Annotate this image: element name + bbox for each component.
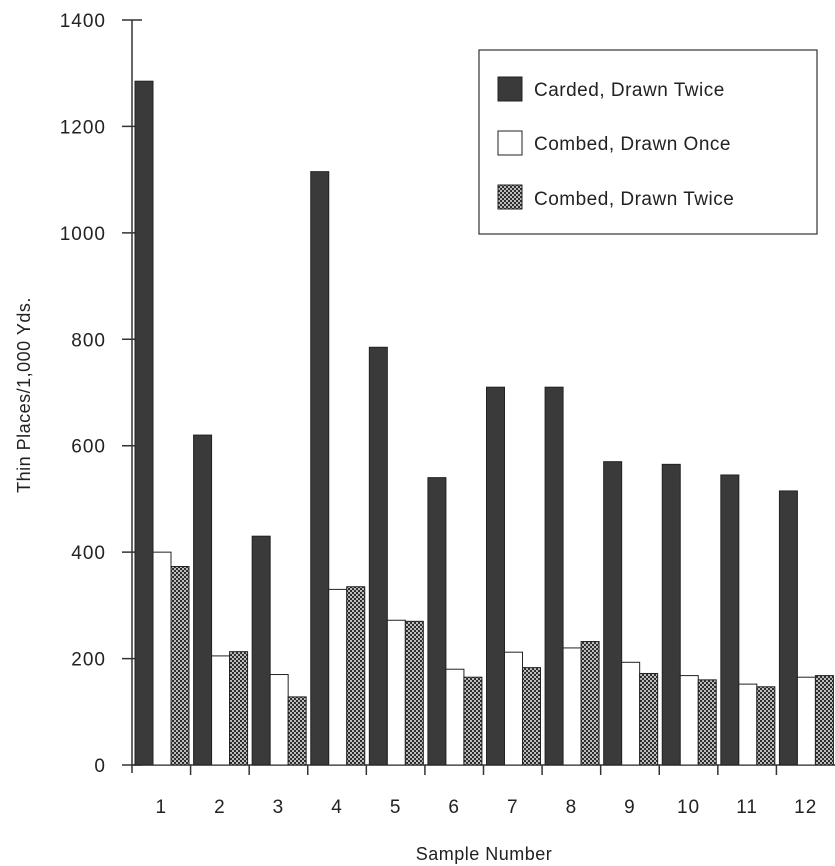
y-tick-label: 1200 (60, 117, 106, 138)
bar-combed-drawn-once-sample-4 (328, 588, 348, 766)
bar-carded-drawn-twice-sample-6 (427, 477, 447, 766)
y-tick-label: 800 (71, 330, 106, 351)
legend-swatch-combed-drawn-once (497, 130, 523, 156)
x-tick-label: 10 (677, 797, 700, 818)
x-tick-label: 9 (624, 797, 636, 818)
legend: Carded, Drawn Twice Combed, Drawn Once C… (478, 49, 818, 235)
y-axis: 0 200 400 600 800 1000 1200 1400 (60, 11, 142, 777)
bar-combed-drawn-twice-sample-10 (697, 679, 717, 766)
legend-swatch-carded-drawn-twice (497, 76, 523, 102)
y-tick-label: 1400 (60, 11, 106, 32)
bar-combed-drawn-once-sample-11 (738, 683, 758, 766)
x-tick-label: 12 (794, 797, 817, 818)
x-axis: 1 2 3 4 5 6 7 8 9 10 11 12 (132, 764, 835, 818)
bar-carded-drawn-twice-sample-3 (251, 535, 271, 766)
bar-combed-drawn-once-sample-10 (679, 675, 699, 766)
bar-carded-drawn-twice-sample-11 (720, 474, 740, 766)
y-tick-label: 1000 (60, 224, 106, 245)
bar-combed-drawn-twice-sample-7 (522, 667, 541, 766)
bar-carded-drawn-twice-sample-9 (603, 461, 623, 766)
bar-combed-drawn-twice-sample-5 (404, 620, 424, 766)
bar-carded-drawn-twice-sample-8 (544, 386, 564, 766)
legend-label-combed-drawn-once: Combed, Drawn Once (534, 134, 731, 155)
bar-combed-drawn-once-sample-7 (504, 651, 523, 766)
x-tick-label: 7 (507, 797, 519, 818)
bar-combed-drawn-once-sample-9 (621, 661, 641, 766)
legend-swatch-combed-drawn-twice (497, 184, 523, 210)
bar-combed-drawn-twice-sample-11 (756, 686, 776, 766)
bar-combed-drawn-twice-sample-8 (580, 641, 600, 766)
legend-box (478, 49, 818, 235)
bar-combed-drawn-once-sample-2 (211, 655, 231, 766)
bar-carded-drawn-twice-sample-12 (778, 490, 798, 766)
x-tick-label: 11 (736, 797, 758, 818)
y-axis-title: Thin Places/1,000 Yds. (14, 297, 34, 493)
bars (134, 80, 834, 766)
bar-carded-drawn-twice-sample-2 (193, 434, 213, 766)
bar-carded-drawn-twice-sample-1 (134, 80, 154, 766)
bar-combed-drawn-twice-sample-2 (229, 651, 249, 766)
bar-combed-drawn-once-sample-5 (386, 619, 406, 766)
x-tick-label: 1 (156, 797, 168, 818)
bar-combed-drawn-once-sample-6 (445, 668, 465, 766)
x-tick-label: 5 (390, 797, 402, 818)
legend-label-carded-drawn-twice: Carded, Drawn Twice (534, 80, 725, 101)
bar-combed-drawn-once-sample-12 (796, 676, 816, 766)
bar-combed-drawn-once-sample-8 (562, 647, 582, 766)
x-tick-label: 4 (331, 797, 343, 818)
bar-combed-drawn-twice-sample-12 (814, 675, 834, 766)
y-tick-label: 0 (94, 756, 106, 777)
bar-combed-drawn-twice-sample-1 (170, 566, 190, 766)
y-tick-label: 400 (71, 543, 106, 564)
legend-label-combed-drawn-twice: Combed, Drawn Twice (534, 189, 734, 210)
bar-carded-drawn-twice-sample-4 (310, 171, 330, 766)
x-tick-label: 8 (566, 797, 578, 818)
bar-combed-drawn-twice-sample-6 (463, 676, 483, 766)
x-axis-title: Sample Number (416, 844, 553, 864)
bar-carded-drawn-twice-sample-7 (486, 386, 505, 766)
y-tick-label: 200 (71, 650, 106, 671)
bar-combed-drawn-twice-sample-3 (287, 696, 307, 766)
bar-combed-drawn-once-sample-1 (152, 551, 172, 766)
bar-carded-drawn-twice-sample-5 (368, 346, 388, 766)
y-tick-label: 600 (71, 437, 106, 458)
bar-combed-drawn-twice-sample-9 (639, 672, 659, 766)
x-tick-label: 2 (214, 797, 226, 818)
bar-combed-drawn-twice-sample-4 (346, 586, 366, 766)
bar-combed-drawn-once-sample-3 (269, 674, 289, 766)
bar-carded-drawn-twice-sample-10 (661, 463, 681, 766)
x-tick-label: 6 (448, 797, 460, 818)
x-tick-label: 3 (273, 797, 285, 818)
